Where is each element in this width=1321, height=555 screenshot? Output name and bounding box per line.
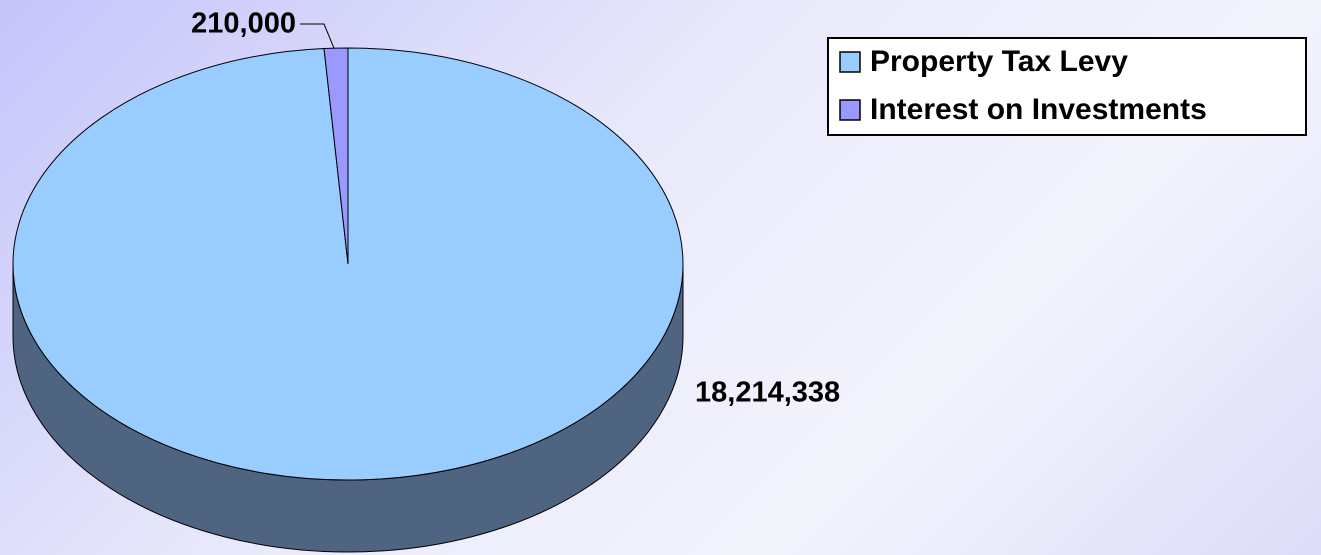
data-label: 18,214,338 <box>695 377 840 409</box>
legend-swatch <box>839 99 861 121</box>
leader-line <box>300 23 335 49</box>
data-label: 210,000 <box>191 8 296 40</box>
legend-label: Property Tax Levy <box>870 45 1128 78</box>
legend-swatch <box>839 51 861 73</box>
pie-slice <box>323 47 349 265</box>
legend-label: Interest on Investments <box>870 93 1207 126</box>
legend-box <box>827 37 1307 136</box>
